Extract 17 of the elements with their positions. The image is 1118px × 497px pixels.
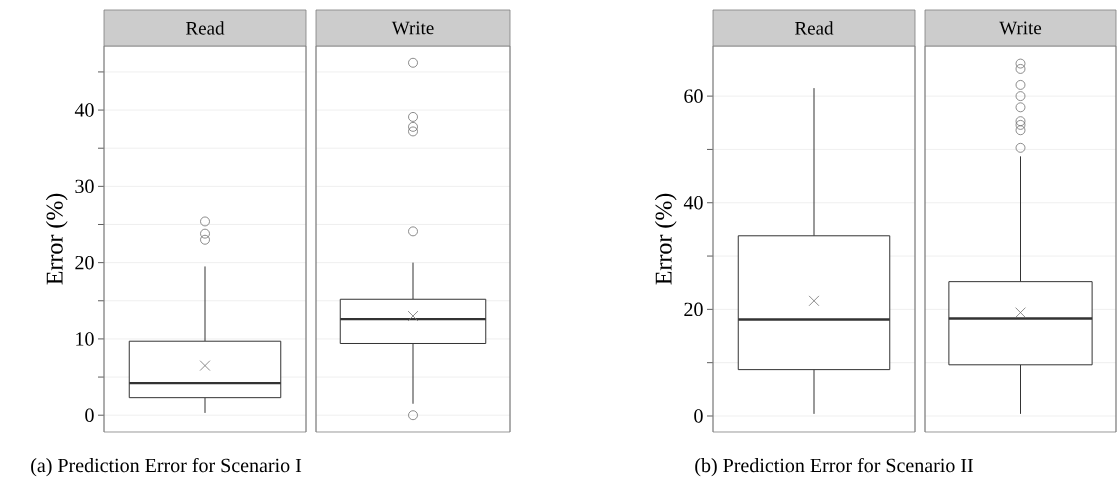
y-tick-label: 10 xyxy=(76,332,94,346)
y-axis-title: Error (%) xyxy=(654,193,677,285)
text: (a) Prediction Error for Scenario I xyxy=(31,457,302,477)
y-tick-label: 20 xyxy=(75,255,94,270)
y-tick-label: 20 xyxy=(684,302,703,317)
y-tick-label: 60 xyxy=(684,89,703,103)
y-tick-label: 0 xyxy=(694,409,703,423)
y-tick-label: 40 xyxy=(683,195,703,210)
y-tick-label: 0 xyxy=(85,408,94,422)
y-axis-title: Error (%) xyxy=(45,193,68,285)
x-tick-label: Write xyxy=(391,21,434,35)
y-tick-label: 40 xyxy=(74,103,94,117)
x-tick-label: Read xyxy=(186,21,225,35)
y-tick-label: 30 xyxy=(75,179,94,194)
text: (b) Prediction Error for Scenario II xyxy=(695,457,973,477)
x-tick-label: Write xyxy=(999,21,1042,35)
x-tick-label: Read xyxy=(795,21,834,35)
